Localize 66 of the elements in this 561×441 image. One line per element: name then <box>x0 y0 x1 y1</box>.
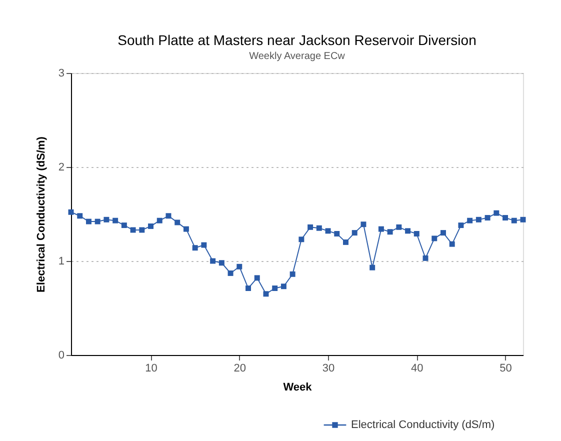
point <box>236 264 242 270</box>
y-tick-label: 0 <box>58 350 64 362</box>
point <box>520 216 526 222</box>
point <box>308 224 314 230</box>
point <box>246 286 251 291</box>
x-tick-label: 40 <box>411 362 424 374</box>
x-tick-label: 30 <box>322 362 335 374</box>
point <box>139 227 145 233</box>
point <box>343 239 348 245</box>
point <box>218 260 224 266</box>
point <box>104 216 110 222</box>
point <box>352 230 358 236</box>
y-axis-title: Electrical Conductivity (dS/m) <box>35 136 48 292</box>
point <box>192 245 198 251</box>
point <box>298 236 304 242</box>
point <box>228 270 234 276</box>
point <box>166 213 172 219</box>
point <box>183 226 189 232</box>
point <box>458 222 464 228</box>
point <box>121 222 127 228</box>
point <box>112 218 118 224</box>
point <box>502 215 508 220</box>
legend-label: Electrical Conductivity (dS/m) <box>351 419 495 431</box>
point <box>405 228 411 234</box>
point <box>476 216 482 222</box>
chart-subtitle: Weekly Average ECw <box>249 51 346 62</box>
point <box>484 215 490 220</box>
x-tick-label: 10 <box>145 362 158 374</box>
y-tick-label: 3 <box>58 68 64 80</box>
point <box>422 255 428 261</box>
point <box>440 230 446 236</box>
point <box>449 241 455 247</box>
point <box>86 218 92 224</box>
point <box>334 231 340 236</box>
point <box>210 258 216 264</box>
point <box>130 227 136 233</box>
point <box>263 291 269 297</box>
chart-title: South Platte at Masters near Jackson Reservoir Diversion <box>118 32 476 48</box>
point <box>467 218 473 224</box>
point <box>360 222 366 228</box>
point <box>511 218 517 224</box>
point <box>272 286 278 291</box>
point <box>414 231 420 236</box>
point <box>325 228 331 234</box>
point <box>94 218 100 224</box>
point <box>280 284 286 290</box>
point <box>201 242 207 248</box>
y-tick-label: 2 <box>58 162 64 174</box>
point <box>387 229 393 235</box>
point <box>290 271 296 277</box>
point <box>148 223 154 229</box>
point <box>156 218 162 224</box>
point <box>378 226 384 232</box>
point <box>396 224 402 230</box>
point <box>68 209 74 215</box>
x-axis-title: Week <box>283 382 313 394</box>
point <box>432 236 438 242</box>
point <box>77 213 83 219</box>
x-tick-label: 50 <box>500 362 512 374</box>
point <box>316 225 322 231</box>
point <box>370 264 376 270</box>
point <box>174 220 180 226</box>
point <box>254 275 260 281</box>
point <box>494 210 500 216</box>
y-tick-label: 1 <box>58 256 64 268</box>
x-tick-label: 20 <box>234 362 246 374</box>
